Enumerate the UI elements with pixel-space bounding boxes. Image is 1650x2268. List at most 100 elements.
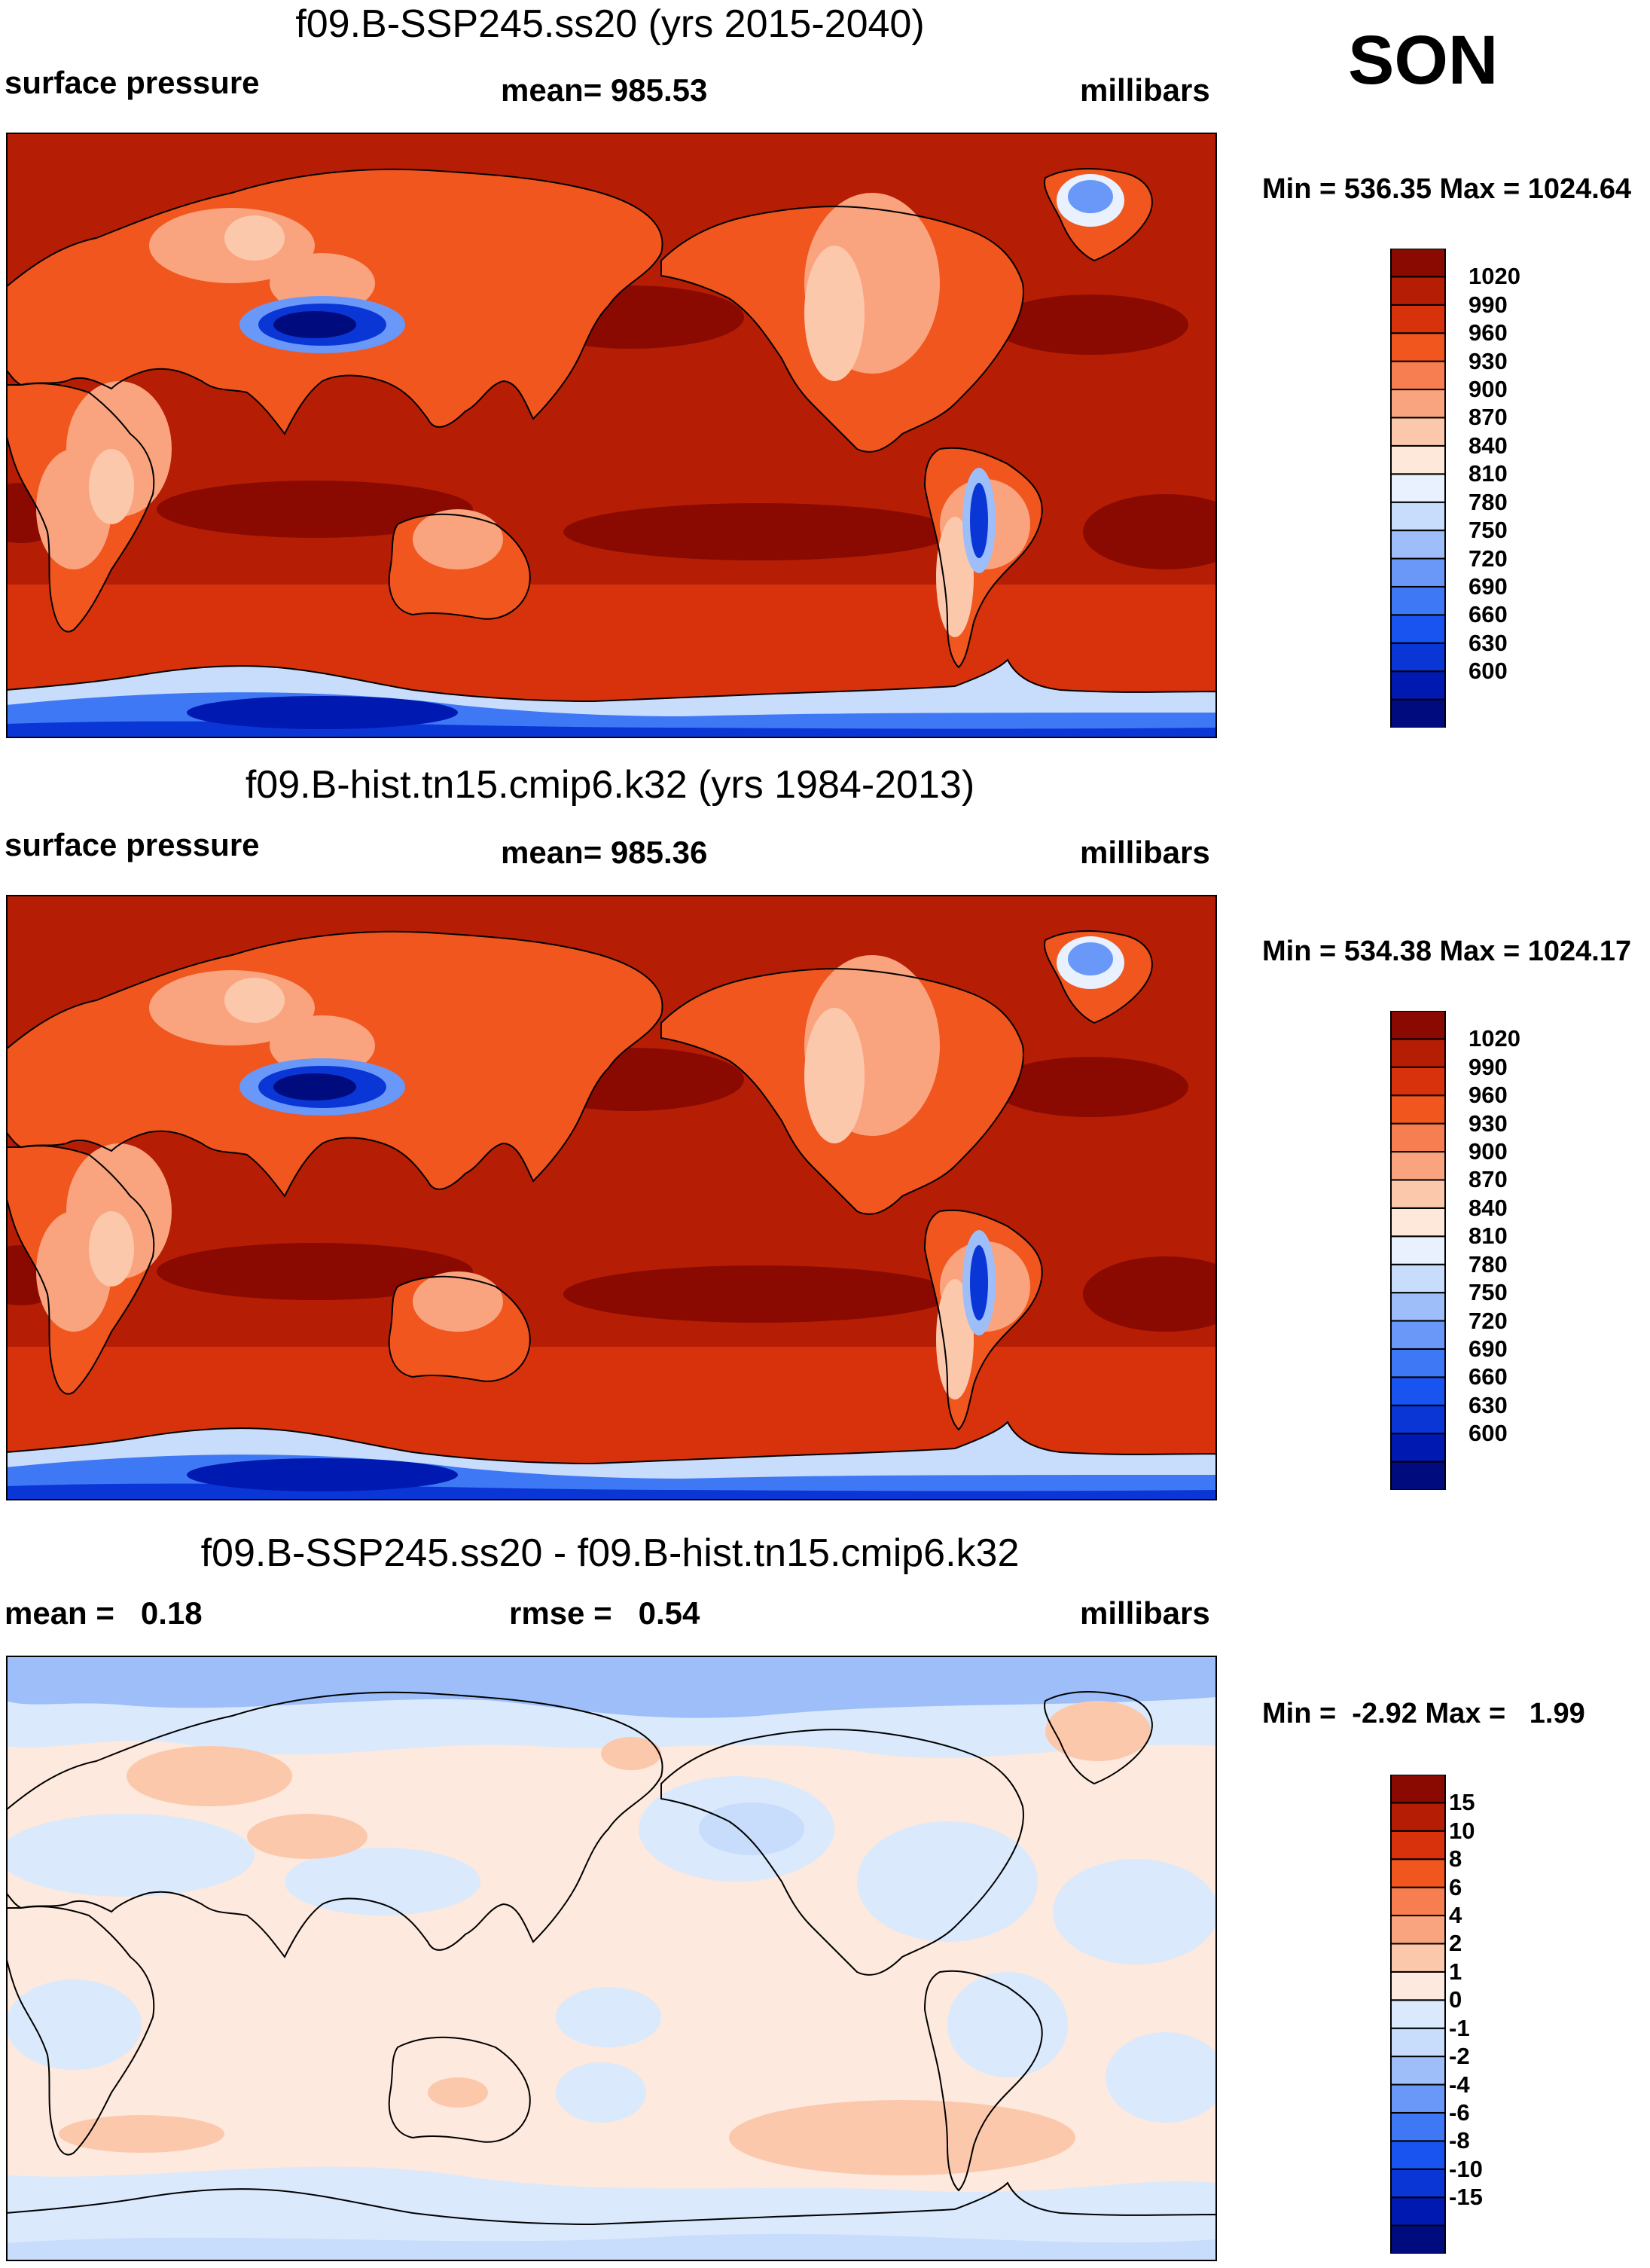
colorbar-tick-label: -4 (1449, 2071, 1470, 2098)
panel-1-title: f09.B-SSP245.ss20 (yrs 2015-2040) (295, 2, 925, 46)
colorbar-swatch (1390, 1292, 1446, 1322)
colorbar-tick-label: 660 (1469, 601, 1508, 628)
colorbar-swatch (1390, 1970, 1446, 2001)
colorbar-tick-label: 870 (1469, 404, 1508, 431)
colorbar-tick-label: 840 (1469, 432, 1508, 459)
colorbar-swatch (1390, 670, 1446, 701)
colorbar-tick-label: 780 (1469, 1250, 1508, 1277)
colorbar-swatch (1390, 1066, 1446, 1097)
colorbar-swatch (1390, 1830, 1446, 1860)
colorbar-swatch (1390, 2196, 1446, 2227)
colorbar-swatch (1390, 501, 1446, 532)
panel-1-minmax: Min = 536.35 Max = 1024.64 (1262, 173, 1632, 205)
colorbar-tick-label: 870 (1469, 1166, 1508, 1193)
colorbar-swatch (1390, 642, 1446, 673)
panel-2-title: f09.B-hist.tn15.cmip6.k32 (yrs 1984-2013… (245, 763, 975, 807)
colorbar-swatch (1390, 2140, 1446, 2170)
panel-3-title: f09.B-SSP245.ss20 - f09.B-hist.tn15.cmip… (200, 1531, 1020, 1575)
colorbar-swatch (1390, 557, 1446, 588)
colorbar-tick-label: 750 (1469, 517, 1508, 544)
panel-3-units-label: millibars (1080, 1595, 1210, 1631)
panel-3-mean-label: mean = 0.18 (5, 1595, 203, 1631)
colorbar-tick-label: -8 (1449, 2127, 1470, 2154)
colorbar-swatch (1390, 2168, 1446, 2199)
colorbar-swatch (1390, 444, 1446, 475)
colorbar-swatch (1390, 614, 1446, 644)
colorbar-swatch (1390, 1011, 1446, 1040)
colorbar-tick-label: 930 (1469, 1110, 1508, 1137)
panel-2-minmax: Min = 534.38 Max = 1024.17 (1262, 936, 1632, 967)
colorbar-swatch (1390, 2111, 1446, 2142)
colorbar-swatch (1390, 1207, 1446, 1238)
panel-2-units-label: millibars (1080, 835, 1210, 870)
colorbar-tick-label: 960 (1469, 319, 1508, 346)
panel-3-rmse-label: rmse = 0.54 (509, 1595, 700, 1631)
colorbar-tick-label: 1020 (1469, 263, 1520, 290)
colorbar-swatch (1390, 1235, 1446, 1265)
colorbar-tick-label: 900 (1469, 1138, 1508, 1165)
colorbar-swatch (1390, 1433, 1446, 1463)
colorbar-swatch (1390, 530, 1446, 560)
colorbar-tick-label: 900 (1469, 376, 1508, 403)
colorbar-swatch (1390, 1348, 1446, 1378)
colorbar-swatch (1390, 2224, 1446, 2254)
colorbar-tick-label: 990 (1469, 291, 1508, 318)
panel-1-variable-label: surface pressure (5, 65, 260, 100)
colorbar-tick-label: -1 (1449, 2014, 1470, 2041)
panel-3-colorbar (1390, 1775, 1446, 2254)
colorbar-tick-label: 10 (1449, 1817, 1475, 1844)
colorbar-swatch (1390, 1943, 1446, 1973)
colorbar-tick-label: 720 (1469, 1307, 1508, 1334)
colorbar-tick-label: 810 (1469, 460, 1508, 487)
panel-1-map (6, 133, 1217, 738)
colorbar-swatch (1390, 1151, 1446, 1181)
colorbar-tick-label: 750 (1469, 1279, 1508, 1306)
colorbar-tick-label: -2 (1449, 2043, 1470, 2070)
colorbar-swatch (1390, 360, 1446, 391)
colorbar-swatch (1390, 1320, 1446, 1350)
colorbar-swatch (1390, 1404, 1446, 1435)
panel-2-mean-label: mean= 985.36 (501, 835, 708, 870)
panel-2-colorbar (1390, 1011, 1446, 1490)
panel-1-units-label: millibars (1080, 72, 1210, 108)
colorbar-swatch (1390, 417, 1446, 447)
colorbar-swatch (1390, 1858, 1446, 1888)
panel-3-minmax: Min = -2.92 Max = 1.99 (1262, 1698, 1585, 1729)
colorbar-tick-label: 720 (1469, 545, 1508, 572)
colorbar-swatch (1390, 1263, 1446, 1294)
colorbar-tick-label: 690 (1469, 1335, 1508, 1362)
season-label: SON (1348, 22, 1499, 99)
colorbar-tick-label: 660 (1469, 1363, 1508, 1390)
panel-1-colorbar (1390, 249, 1446, 728)
colorbar-tick-label: -6 (1449, 2099, 1470, 2126)
colorbar-tick-label: 600 (1469, 658, 1508, 685)
panel-3-map (6, 1656, 1217, 2261)
colorbar-swatch (1390, 389, 1446, 419)
colorbar-swatch (1390, 1775, 1446, 1804)
colorbar-swatch (1390, 473, 1446, 503)
colorbar-swatch (1390, 1802, 1446, 1832)
colorbar-tick-label: 930 (1469, 347, 1508, 374)
colorbar-swatch (1390, 1179, 1446, 1209)
panel-3-colorbar-labels: 15 10 8 6 4 2 1 0 -1 -2 -4 -6 -8 -10 -15 (1449, 1775, 1554, 2257)
colorbar-swatch (1390, 304, 1446, 334)
colorbar-swatch (1390, 1886, 1446, 1917)
colorbar-tick-label: 630 (1469, 629, 1508, 656)
colorbar-tick-label: 990 (1469, 1053, 1508, 1080)
colorbar-swatch (1390, 1122, 1446, 1153)
colorbar-tick-label: 1 (1449, 1958, 1462, 1985)
colorbar-tick-label: 0 (1449, 1986, 1462, 2013)
colorbar-swatch (1390, 2083, 1446, 2114)
colorbar-swatch (1390, 698, 1446, 728)
colorbar-tick-label: 960 (1469, 1082, 1508, 1109)
colorbar-tick-label: -15 (1449, 2184, 1483, 2211)
panel-1-colorbar-labels: 1020 990 960 930 900 870 840 810 780 750 720 690 660… (1469, 249, 1574, 731)
colorbar-swatch (1390, 276, 1446, 306)
panel-2-variable-label: surface pressure (5, 827, 260, 862)
colorbar-tick-label: 600 (1469, 1420, 1508, 1447)
colorbar-swatch (1390, 1461, 1446, 1490)
colorbar-tick-label: 1020 (1469, 1025, 1520, 1052)
colorbar-swatch (1390, 585, 1446, 616)
colorbar-tick-label: 780 (1469, 488, 1508, 515)
colorbar-tick-label: -10 (1449, 2155, 1483, 2182)
